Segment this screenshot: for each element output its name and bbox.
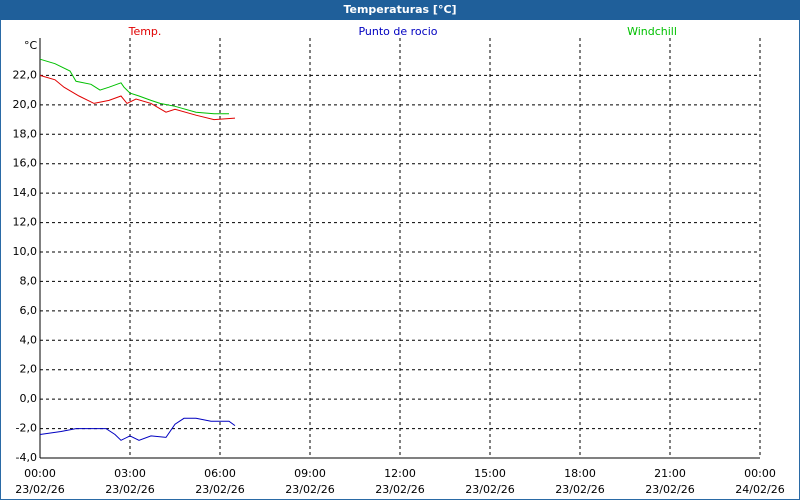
x-tick-label: 18:00 xyxy=(564,467,596,480)
x-tick-date: 24/02/26 xyxy=(735,483,784,496)
x-tick-date: 23/02/26 xyxy=(15,483,64,496)
x-tick-date: 23/02/26 xyxy=(105,483,154,496)
y-tick-label: 2,0 xyxy=(20,363,38,376)
x-tick-date: 23/02/26 xyxy=(375,483,424,496)
y-tick-label: 8,0 xyxy=(20,274,38,287)
x-tick-date: 23/02/26 xyxy=(465,483,514,496)
x-tick-label: 00:00 xyxy=(24,467,56,480)
y-tick-label: 4,0 xyxy=(20,333,38,346)
x-tick-label: 00:00 xyxy=(744,467,776,480)
y-tick-label: -4,0 xyxy=(16,451,37,464)
y-tick-label: 14,0 xyxy=(13,186,38,199)
x-tick-label: 06:00 xyxy=(204,467,236,480)
y-axis-unit: °C xyxy=(24,39,38,52)
y-tick-label: 12,0 xyxy=(13,216,38,229)
y-tick-label: 0,0 xyxy=(20,392,38,405)
x-tick-label: 15:00 xyxy=(474,467,506,480)
y-tick-label: 10,0 xyxy=(13,245,38,258)
y-tick-label: 22,0 xyxy=(13,68,38,81)
series-line xyxy=(39,417,236,441)
y-tick-label: -2,0 xyxy=(16,422,37,435)
x-tick-date: 23/02/26 xyxy=(645,483,694,496)
y-tick-label: 16,0 xyxy=(13,157,38,170)
x-tick-label: 12:00 xyxy=(384,467,416,480)
series-line xyxy=(39,58,229,115)
legend-label: Punto de rocio xyxy=(358,25,437,38)
x-tick-date: 23/02/26 xyxy=(285,483,334,496)
x-tick-label: 03:00 xyxy=(114,467,146,480)
legend-label: Temp. xyxy=(128,25,162,38)
y-tick-label: 6,0 xyxy=(20,304,38,317)
chart-title: Temperaturas [°C] xyxy=(343,3,456,16)
series-line xyxy=(39,74,236,121)
x-tick-label: 21:00 xyxy=(654,467,686,480)
title-bar xyxy=(0,0,800,20)
x-tick-date: 23/02/26 xyxy=(555,483,604,496)
legend-label: Windchill xyxy=(627,25,677,38)
y-tick-label: 18,0 xyxy=(13,127,38,140)
x-tick-label: 09:00 xyxy=(294,467,326,480)
x-tick-date: 23/02/26 xyxy=(195,483,244,496)
y-tick-label: 20,0 xyxy=(13,98,38,111)
